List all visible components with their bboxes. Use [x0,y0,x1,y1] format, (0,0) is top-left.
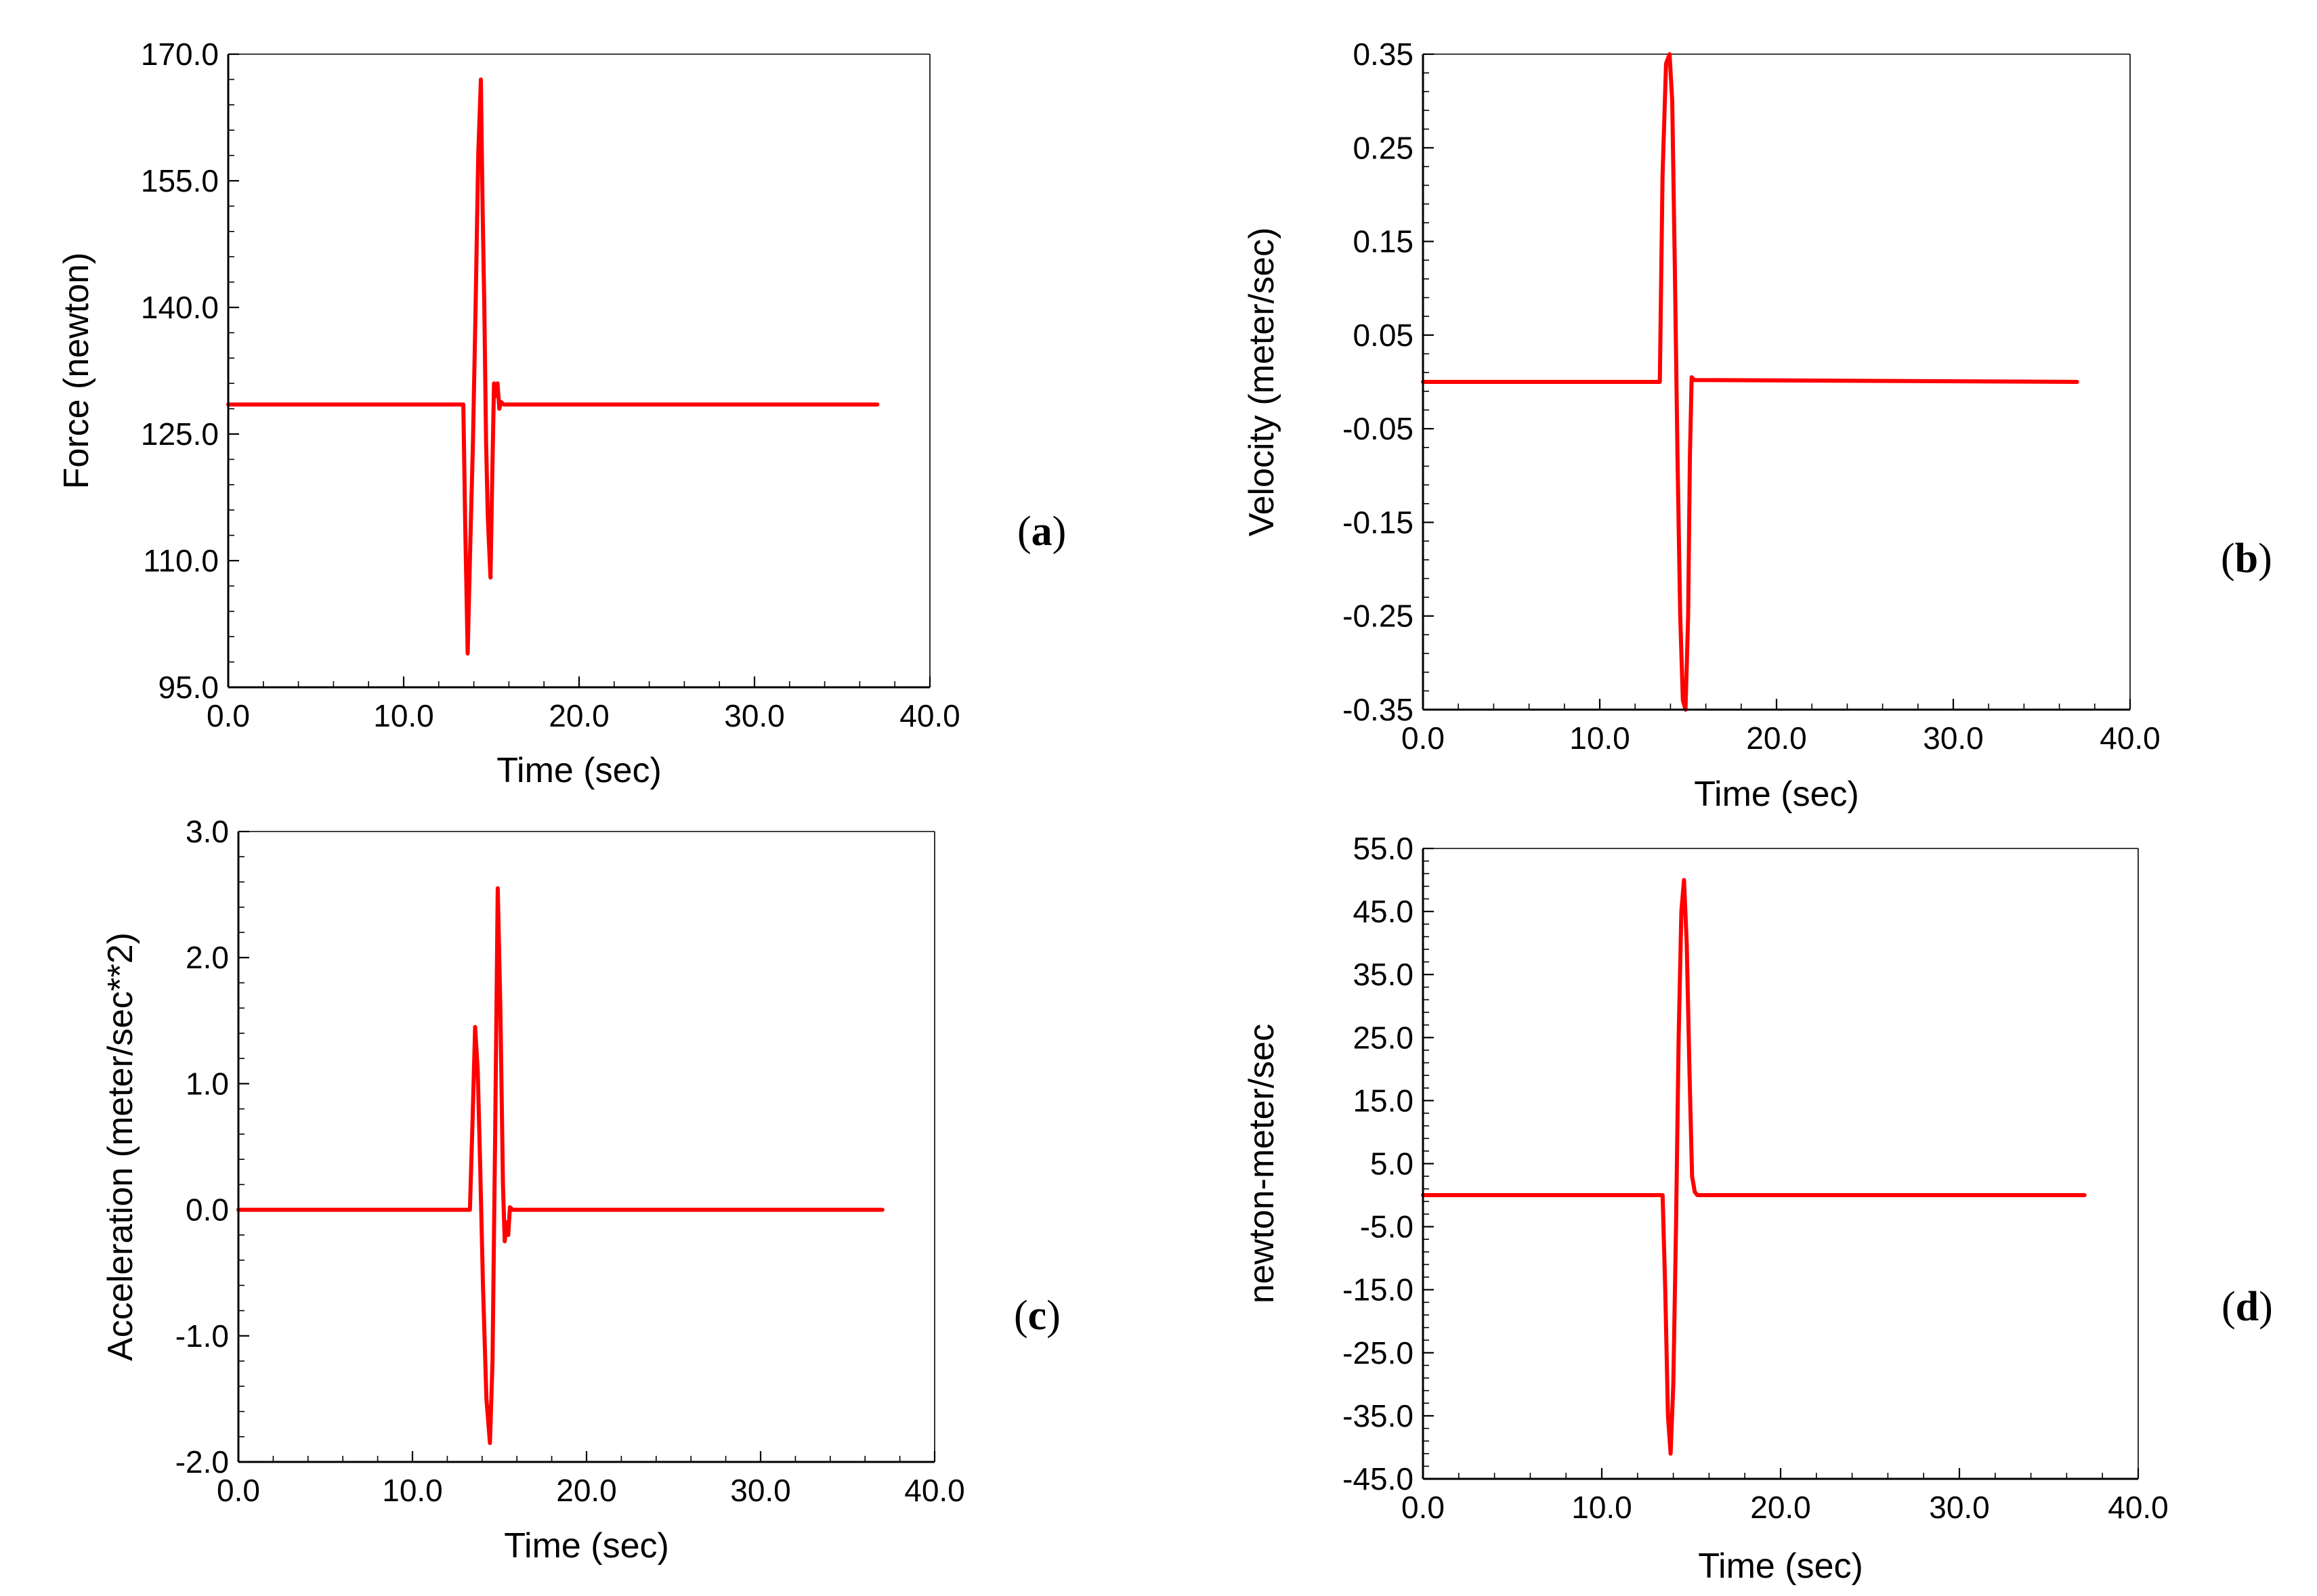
panel-c-acceleration: 0.0 10.0 20.0 30.0 40.0 -2.0 -1.0 0.0 1.0 2.0 3.0… [101,814,1061,1566]
y-tick-label: -0.05 [1342,411,1413,446]
x-tick-label: 40.0 [899,698,960,733]
x-tick-label: 40.0 [2100,720,2161,756]
panel-label-b: (b) [2221,536,2272,582]
x-tick-label: 30.0 [730,1473,791,1508]
series-line-power [1421,878,2087,1456]
y-tick-label: 170.0 [141,37,219,72]
y-tick-label: -15.0 [1342,1272,1413,1308]
x-tick-label: 10.0 [1571,1490,1632,1525]
x-tick-label: 30.0 [1929,1490,1990,1525]
y-tick-label: 125.0 [141,416,219,452]
x-axis-title: Time (sec) [504,1526,669,1566]
series-line-velocity [1421,52,2079,712]
y-tick-label: -0.25 [1342,599,1413,634]
y-tick-label: -0.35 [1342,692,1413,727]
y-tick-label: 0.0 [186,1192,229,1228]
x-axis-title: Time (sec) [1694,775,1859,814]
x-tick-label: 0.0 [217,1473,260,1508]
y-tick-label: -5.0 [1360,1209,1413,1245]
y-tick-label: 95.0 [158,670,219,705]
y-tick-label: 5.0 [1370,1146,1413,1182]
panel-label-c: (c) [1014,1293,1061,1339]
x-tick-label: 20.0 [1750,1490,1811,1525]
x-tick-label: 0.0 [1401,720,1445,756]
y-tick-label: 55.0 [1353,831,1413,866]
y-tick-label: 110.0 [143,543,219,578]
panel-d-power: 0.0 10.0 20.0 30.0 40.0 -45.0 -35.0 -25.0 -15.0… [1242,831,2273,1586]
x-tick-label: 10.0 [1569,720,1630,756]
y-tick-label: 155.0 [141,163,219,198]
y-tick-label: 35.0 [1353,957,1413,992]
x-tick-label: 0.0 [207,698,250,733]
x-tick-label: 30.0 [724,698,785,733]
x-tick-label: 10.0 [373,698,434,733]
y-tick-label: 0.15 [1353,224,1413,259]
y-tick-label: -0.15 [1342,504,1413,540]
x-tick-label: 40.0 [2108,1490,2169,1525]
y-tick-label: 0.05 [1353,318,1413,353]
y-axis-title: Velocity (meter/sec) [1242,228,1281,537]
x-axis-title: Time (sec) [496,751,662,790]
y-tick-label: 1.0 [186,1066,229,1101]
y-tick-label: -45.0 [1342,1461,1413,1496]
x-tick-label: 40.0 [904,1473,965,1508]
x-tick-label: 20.0 [549,698,610,733]
y-tick-label: -35.0 [1342,1398,1413,1433]
y-axis-title: Acceleration (meter/sec**2) [101,932,140,1361]
y-axis-title: Force (newton) [57,253,96,490]
x-tick-label: 10.0 [382,1473,443,1508]
x-tick-label: 0.0 [1401,1490,1445,1525]
x-tick-label: 20.0 [556,1473,617,1508]
y-tick-label: 0.35 [1353,37,1413,72]
panel-label-a: (a) [1017,509,1066,555]
y-tick-label: -25.0 [1342,1335,1413,1371]
x-axis-title: Time (sec) [1698,1547,1863,1586]
y-tick-label: 15.0 [1353,1083,1413,1118]
y-tick-label: 25.0 [1353,1020,1413,1055]
y-tick-label: -2.0 [175,1444,229,1480]
y-tick-label: 2.0 [186,940,229,975]
series-line-force [226,77,880,656]
panel-a-force: 0.0 10.0 20.0 30.0 40.0 95.0 110.0 125.0 140.0 1… [57,37,1066,790]
y-tick-label: 140.0 [141,290,219,325]
y-tick-label: 0.25 [1353,130,1413,165]
series-line-acceleration [236,886,885,1446]
panel-b-velocity: 0.0 10.0 20.0 30.0 40.0 -0.35 -0.25 -0.15 -0.05… [1242,37,2272,814]
x-tick-label: 20.0 [1746,720,1807,756]
y-tick-label: -1.0 [175,1318,229,1354]
y-axis-title: newton-meter/sec [1242,1024,1281,1303]
y-tick-label: 45.0 [1353,894,1413,929]
panel-label-d: (d) [2222,1284,2273,1330]
y-tick-label: 3.0 [186,814,229,849]
x-tick-label: 30.0 [1923,720,1984,756]
